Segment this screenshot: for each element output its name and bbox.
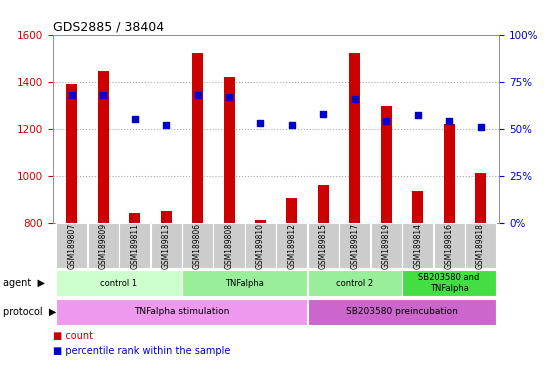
- FancyBboxPatch shape: [56, 270, 182, 296]
- Text: protocol  ▶: protocol ▶: [3, 307, 56, 317]
- FancyBboxPatch shape: [182, 223, 213, 268]
- Point: [350, 96, 359, 102]
- FancyBboxPatch shape: [434, 223, 465, 268]
- Bar: [161, 211, 172, 223]
- Bar: [286, 198, 297, 223]
- FancyBboxPatch shape: [465, 223, 496, 268]
- Point: [287, 122, 296, 128]
- Point: [476, 124, 485, 130]
- Text: GSM189806: GSM189806: [193, 223, 202, 269]
- Point: [99, 92, 108, 98]
- Point: [319, 111, 328, 117]
- Text: GSM189818: GSM189818: [476, 223, 485, 269]
- FancyBboxPatch shape: [276, 223, 307, 268]
- FancyBboxPatch shape: [56, 299, 307, 325]
- Text: GSM189812: GSM189812: [287, 223, 296, 269]
- FancyBboxPatch shape: [182, 270, 307, 296]
- Text: GSM189807: GSM189807: [68, 223, 76, 269]
- Text: GDS2885 / 38404: GDS2885 / 38404: [53, 20, 164, 33]
- Text: GSM189815: GSM189815: [319, 223, 328, 269]
- Bar: [444, 124, 455, 223]
- Bar: [255, 220, 266, 223]
- Bar: [349, 53, 360, 223]
- Text: GSM189816: GSM189816: [445, 223, 454, 269]
- Text: ■ percentile rank within the sample: ■ percentile rank within the sample: [53, 346, 230, 356]
- Bar: [224, 77, 234, 223]
- Point: [130, 116, 139, 122]
- FancyBboxPatch shape: [151, 223, 182, 268]
- Text: GSM189809: GSM189809: [99, 223, 108, 269]
- Text: TNFalpha stimulation: TNFalpha stimulation: [134, 308, 229, 316]
- Point: [445, 118, 454, 124]
- FancyBboxPatch shape: [371, 223, 402, 268]
- Point: [382, 118, 391, 124]
- FancyBboxPatch shape: [402, 270, 496, 296]
- FancyBboxPatch shape: [402, 223, 433, 268]
- FancyBboxPatch shape: [119, 223, 150, 268]
- Text: GSM189808: GSM189808: [224, 223, 234, 269]
- Text: SB203580 and
TNFalpha: SB203580 and TNFalpha: [418, 273, 480, 293]
- Text: control 2: control 2: [336, 279, 373, 288]
- Text: SB203580 preincubation: SB203580 preincubation: [346, 308, 458, 316]
- FancyBboxPatch shape: [88, 223, 119, 268]
- FancyBboxPatch shape: [308, 270, 402, 296]
- Text: GSM189813: GSM189813: [162, 223, 171, 269]
- Bar: [66, 84, 78, 223]
- FancyBboxPatch shape: [245, 223, 276, 268]
- Text: GSM189819: GSM189819: [382, 223, 391, 269]
- Bar: [412, 191, 423, 223]
- FancyBboxPatch shape: [308, 299, 496, 325]
- Text: agent  ▶: agent ▶: [3, 278, 45, 288]
- Point: [162, 122, 171, 128]
- FancyBboxPatch shape: [214, 223, 244, 268]
- FancyBboxPatch shape: [308, 223, 339, 268]
- Bar: [318, 185, 329, 223]
- Text: TNFalpha: TNFalpha: [225, 279, 264, 288]
- Text: GSM189817: GSM189817: [350, 223, 359, 269]
- Bar: [475, 173, 486, 223]
- Bar: [98, 71, 109, 223]
- Text: GSM189811: GSM189811: [130, 223, 140, 269]
- FancyBboxPatch shape: [56, 223, 88, 268]
- FancyBboxPatch shape: [339, 223, 371, 268]
- Text: GSM189810: GSM189810: [256, 223, 265, 269]
- Text: control 1: control 1: [100, 279, 138, 288]
- Point: [193, 92, 202, 98]
- Point: [256, 120, 265, 126]
- Point: [68, 92, 76, 98]
- Bar: [129, 214, 140, 223]
- Point: [413, 113, 422, 119]
- Text: ■ count: ■ count: [53, 331, 93, 341]
- Text: GSM189814: GSM189814: [413, 223, 422, 269]
- Point: [224, 94, 233, 100]
- Bar: [192, 53, 203, 223]
- Bar: [381, 106, 392, 223]
